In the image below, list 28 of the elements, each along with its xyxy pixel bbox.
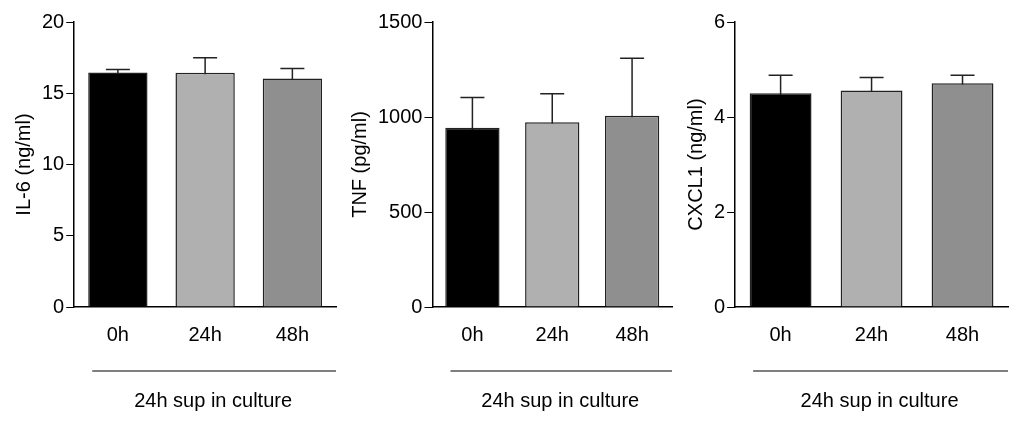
y-tick-label: 0 bbox=[714, 294, 726, 317]
x-tick-label: 48h bbox=[275, 322, 310, 345]
y-axis-title: TNF (pg/ml) bbox=[347, 111, 370, 218]
y-axis-title: IL-6 (ng/ml) bbox=[11, 113, 34, 216]
y-tick-label: 5 bbox=[53, 223, 65, 246]
y-tick-label: 500 bbox=[389, 199, 423, 222]
x-tick-label: 24h bbox=[535, 322, 569, 345]
y-tick-label: 0 bbox=[411, 294, 423, 317]
x-axis-title: 24h sup in culture bbox=[481, 388, 640, 411]
y-tick-label: 20 bbox=[42, 9, 65, 32]
x-tick-label: 24h bbox=[188, 322, 222, 345]
x-tick-label: 48h bbox=[615, 322, 649, 345]
x-axis-title: 24h sup in culture bbox=[800, 388, 959, 411]
x-axis-title: 24h sup in culture bbox=[134, 388, 293, 411]
x-tick-label: 24h bbox=[854, 322, 889, 345]
y-tick-label: 1000 bbox=[377, 104, 423, 127]
y-tick-label: 6 bbox=[714, 9, 726, 32]
y-axis-title: CXCL1 (ng/ml) bbox=[683, 98, 706, 231]
y-tick-label: 0 bbox=[53, 294, 65, 317]
x-tick-label: 0h bbox=[769, 322, 792, 345]
y-tick-label: 1500 bbox=[377, 9, 423, 32]
x-tick-label: 48h bbox=[945, 322, 980, 345]
x-tick-label: 0h bbox=[106, 322, 129, 345]
y-tick-label: 10 bbox=[42, 152, 65, 175]
x-tick-label: 0h bbox=[461, 322, 484, 345]
y-tick-label: 15 bbox=[42, 80, 65, 103]
y-tick-label: 4 bbox=[714, 104, 726, 127]
y-tick-label: 2 bbox=[714, 199, 726, 222]
